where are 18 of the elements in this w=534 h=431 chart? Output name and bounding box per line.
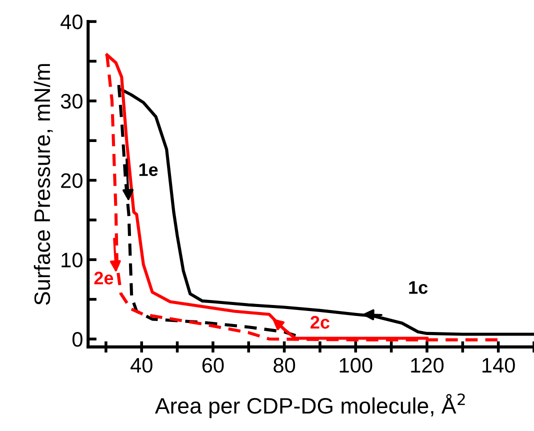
x-tick-label: 120 [411,358,444,373]
annotation: 1c [409,281,428,294]
y-tick-label: 0 [72,332,82,347]
annotation: 1e [139,163,158,176]
x-tick-label: 80 [274,358,296,373]
annotation: 2e [94,272,114,284]
y-tick-label: 10 [62,252,82,268]
x-axis-title: Area per CDP-DG molecule, Å$^{2}$ [154,393,465,418]
x-tick-label: 60 [202,358,224,373]
x-tick-label: 100 [340,358,372,373]
x-tick-label: 140 [482,358,515,373]
x-tick-label: 40 [130,358,152,373]
y-axis-title: Surface Pressure, mN/m [34,64,53,305]
y-tick-label: 30 [60,94,82,109]
y-tick-label: 40 [60,14,82,30]
annotation: 2c [310,316,330,329]
line-series [120,88,534,336]
y-tick-label: 20 [61,173,82,188]
